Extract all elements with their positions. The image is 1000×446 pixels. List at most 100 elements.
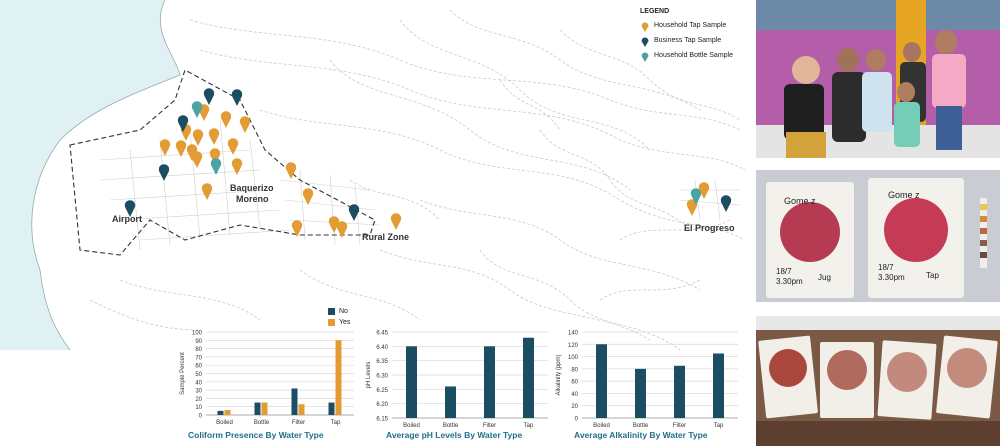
- legend-item-household-tap: Household Tap Sample: [640, 18, 733, 33]
- household-bottle-pin: [191, 101, 203, 118]
- household-tap-pin: [186, 144, 198, 161]
- household-tap-pin: [328, 216, 340, 233]
- x-tick-label: Boiled: [593, 423, 610, 429]
- y-tick-label: 40: [195, 380, 202, 386]
- x-tick-label: Filter: [292, 420, 305, 426]
- household-tap-pin: [686, 199, 698, 216]
- x-tick-label: Boiled: [403, 423, 420, 429]
- y-tick-label: 80: [571, 367, 578, 373]
- y-tick-label: 140: [568, 331, 579, 337]
- alkalinity-chart-title: Average Alkalinity By Water Type: [574, 430, 708, 440]
- y-tick-label: 6.15: [376, 417, 388, 423]
- household-tap-pin: [336, 221, 348, 238]
- y-tick-label: 6.35: [376, 359, 388, 365]
- sea-area: [0, 0, 180, 350]
- photo-sample-row: [756, 316, 1000, 446]
- island-map: [0, 0, 746, 351]
- photo-children-group: [756, 0, 1000, 158]
- household-bottle-pin: [210, 158, 222, 175]
- bar: [635, 368, 646, 418]
- business-tap-pin: [348, 204, 360, 221]
- x-tick-label: Filter: [673, 423, 686, 429]
- legend-label-no: No: [339, 308, 348, 315]
- y-tick-label: 100: [568, 355, 579, 361]
- x-tick-label: Boiled: [216, 420, 233, 426]
- y-tick-label: 0: [199, 414, 203, 420]
- y-tick-label: 10: [195, 405, 202, 411]
- x-tick-label: Tap: [331, 420, 341, 426]
- y-tick-label: 90: [195, 339, 202, 345]
- y-axis-label: Sample Percent: [180, 352, 186, 395]
- bar-yes: [224, 410, 231, 415]
- alkalinity-chart-svg: 0 20 40 60 80 100 120 140 Alkalinity (ppm) Boiled…: [556, 331, 738, 429]
- household-tap-pin: [209, 148, 221, 165]
- business-tap-pin: [231, 89, 243, 106]
- ph-chart-svg: 6.15 6.20 6.25 6.30 6.35 6.40 6.45 pH Levels Boi…: [366, 331, 548, 429]
- household-tap-pin: [390, 213, 402, 230]
- y-axis-label: pH Levels: [366, 362, 372, 389]
- label-el-progreso: El Progreso: [684, 223, 735, 233]
- bar-no: [291, 388, 298, 415]
- y-tick-label: 100: [192, 331, 203, 337]
- map-pin-icon: [641, 52, 649, 62]
- bar: [406, 346, 417, 418]
- contour-lines: [89, 9, 746, 351]
- bar-yes: [298, 404, 305, 415]
- x-tick-label: Bottle: [443, 423, 459, 429]
- household-tap-pin: [285, 162, 297, 179]
- y-tick-label: 6.30: [376, 374, 388, 380]
- y-tick-label: 30: [195, 389, 202, 395]
- y-tick-label: 60: [571, 380, 578, 386]
- plate2-time: 3.30pm: [878, 273, 905, 282]
- legend-item-business-tap: Business Tap Sample: [640, 33, 733, 48]
- y-tick-label: 6.25: [376, 388, 388, 394]
- household-tap-pin: [239, 116, 251, 133]
- business-tap-pin: [203, 88, 215, 105]
- household-tap-pin: [208, 128, 220, 145]
- bar: [523, 337, 534, 418]
- household-tap-pin: [201, 183, 213, 200]
- bar: [596, 344, 607, 418]
- household-tap-pin: [192, 129, 204, 146]
- x-tick-label: Tap: [524, 423, 534, 429]
- map-pin-icon: [641, 37, 649, 47]
- business-tap-pin: [124, 200, 136, 217]
- household-tap-pin: [159, 139, 171, 156]
- business-tap-pin: [158, 164, 170, 181]
- coastline: [31, 0, 181, 351]
- bar: [713, 353, 724, 418]
- plate1-source: Jug: [818, 273, 831, 282]
- legend-item-yes: Yes: [328, 317, 350, 328]
- legend-title: LEGEND: [640, 8, 670, 15]
- plate2-name: Gome z: [888, 190, 920, 200]
- boundary-line: [69, 69, 376, 256]
- y-tick-label: 20: [195, 397, 202, 403]
- x-tick-label: Bottle: [633, 423, 649, 429]
- y-tick-label: 6.45: [376, 331, 388, 337]
- photo-children-art: [756, 0, 1000, 158]
- bar: [674, 365, 685, 418]
- household-tap-pin: [175, 140, 187, 157]
- y-tick-label: 60: [195, 364, 202, 370]
- coliform-chart-title: Coliform Presence By Water Type: [188, 430, 324, 440]
- label-rural-zone: Rural Zone: [362, 232, 410, 242]
- x-tick-label: Filter: [483, 423, 496, 429]
- household-tap-pin: [220, 111, 232, 128]
- household-tap-pin: [231, 158, 243, 175]
- household-tap-pin: [291, 220, 303, 237]
- ph-chart-title: Average pH Levels By Water Type: [386, 430, 523, 440]
- y-tick-label: 6.20: [376, 402, 388, 408]
- label-town-1: Baquerizo: [230, 183, 274, 193]
- y-tick-label: 6.40: [376, 345, 388, 351]
- label-town-2: Moreno: [236, 194, 269, 204]
- sample-pins: [124, 88, 732, 238]
- photo-test-plates: Gome z 18/7 3.30pm Jug Gome z 18/7 3.30p…: [756, 170, 1000, 302]
- plate2-date: 18/7: [878, 263, 894, 272]
- household-tap-pin: [191, 151, 203, 168]
- alkalinity-chart: 0 20 40 60 80 100 120 140 Alkalinity (ppm) Boiled…: [556, 320, 748, 440]
- y-tick-label: 80: [195, 347, 202, 353]
- household-tap-pin: [227, 138, 239, 155]
- photo-samples-art: [756, 316, 1000, 446]
- bar-yes: [335, 340, 342, 415]
- plate1-date: 18/7: [776, 267, 792, 276]
